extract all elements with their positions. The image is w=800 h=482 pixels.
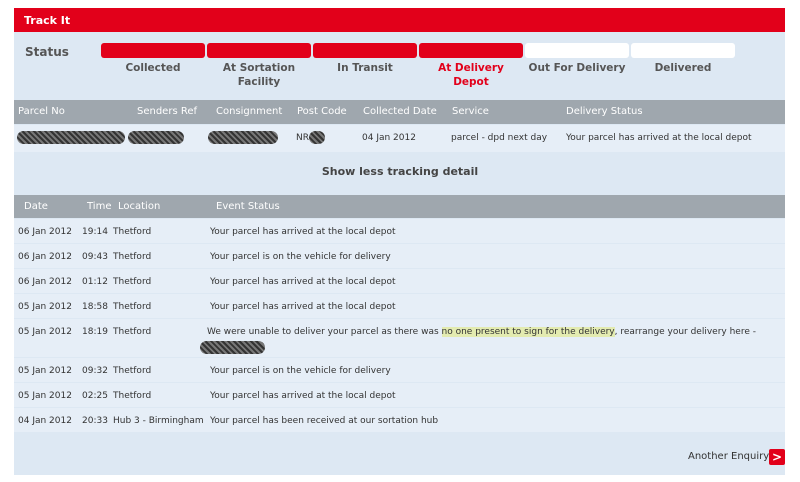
column-header: Delivery Status: [566, 106, 643, 117]
events-header-bar: [14, 195, 785, 218]
parcel-collected-date: 04 Jan 2012: [362, 133, 416, 143]
column-header: Service: [452, 106, 489, 117]
stage-bar: [631, 43, 735, 58]
stage-bar: [419, 43, 523, 58]
stage-label: At Sortation Facility: [222, 62, 296, 88]
event-date: 05 Jan 2012: [18, 391, 72, 401]
stage-label: Collected: [125, 62, 181, 74]
event-header: Time: [87, 201, 112, 212]
parcel-service: parcel - dpd next day: [451, 133, 548, 143]
event-date: 04 Jan 2012: [18, 416, 72, 426]
enquiry-arrow[interactable]: >: [769, 449, 785, 465]
event-header: Date: [24, 201, 48, 212]
event-header: Location: [118, 201, 161, 212]
event-time: 20:33: [82, 416, 108, 426]
column-header: Collected Date: [363, 106, 437, 117]
event-location: Hub 3 - Birmingham: [113, 416, 204, 426]
event-date: 05 Jan 2012: [18, 327, 72, 337]
parcel-header-bar: [14, 100, 785, 124]
stage-bar: [313, 43, 417, 58]
event-time: 02:25: [82, 391, 108, 401]
stage-label: At Delivery Depot: [438, 62, 504, 88]
toggle-detail[interactable]: Show less tracking detail: [321, 165, 479, 178]
status-text: Your parcel has arrived at the local dep…: [210, 391, 396, 401]
stage-bar: [101, 43, 205, 58]
event-row: [14, 383, 785, 407]
event-location: Thetford: [113, 366, 152, 376]
event-status: Your parcel has arrived at the local dep…: [210, 391, 395, 401]
header-title: Track It: [24, 14, 71, 27]
event-time: 18:58: [82, 302, 108, 312]
stage-bar: [207, 43, 311, 58]
event-date: 05 Jan 2012: [18, 366, 72, 376]
event-row: [14, 294, 785, 318]
event-date: 05 Jan 2012: [18, 302, 72, 312]
highlight-text: no one present to sign for the delivery: [441, 327, 615, 337]
event-time: 09:32: [82, 366, 108, 376]
event-status: Your parcel is on the vehicle for delive…: [210, 366, 391, 376]
event-time: 09:43: [82, 252, 108, 262]
stage-label: In Transit: [337, 62, 393, 74]
stage-bar: [525, 43, 629, 58]
status-text: Your parcel has arrived at the local dep…: [210, 302, 396, 312]
event-status: Your parcel has been received at our sor…: [210, 416, 438, 426]
event-location: Thetford: [113, 391, 152, 401]
status-text: , rearrange your delivery here -: [614, 327, 756, 337]
status-text: Your parcel has arrived at the local dep…: [210, 277, 396, 287]
status-text: We were unable to deliver your parcel as…: [207, 327, 442, 337]
column-header: Senders Ref: [137, 106, 198, 117]
event-row: [14, 269, 785, 293]
event-row: [14, 358, 785, 382]
event-date: 06 Jan 2012: [18, 252, 72, 262]
header-bar: [14, 8, 785, 32]
event-time: 19:14: [82, 227, 108, 237]
event-row: [14, 244, 785, 268]
redacted: [309, 131, 325, 144]
redacted: [17, 131, 125, 144]
status-text: Your parcel has arrived at the local dep…: [210, 227, 396, 237]
event-date: 06 Jan 2012: [18, 277, 72, 287]
event-status: Your parcel has arrived at the local dep…: [210, 227, 395, 237]
column-header: Consignment: [216, 106, 283, 117]
event-header: Event Status: [216, 201, 280, 212]
event-status: Your parcel has arrived at the local dep…: [210, 277, 395, 287]
status-text: Your parcel has been received at our sor…: [210, 416, 439, 426]
redacted-link[interactable]: [200, 341, 265, 354]
event-location: Thetford: [113, 227, 152, 237]
stage-label: Out For Delivery: [528, 62, 626, 74]
stage-label: Delivered: [654, 62, 712, 74]
redacted: [128, 131, 184, 144]
parcel-post-code: NR: [296, 133, 309, 143]
event-row: [14, 319, 785, 357]
column-header: Parcel No: [18, 106, 65, 117]
event-time: 01:12: [82, 277, 108, 287]
event-status: Your parcel is on the vehicle for delive…: [210, 252, 391, 262]
another-enquiry-link[interactable]: Another Enquiry: [688, 451, 770, 462]
event-row: [14, 219, 785, 243]
event-row: [14, 408, 785, 432]
event-status: We were unable to deliver your parcel as…: [207, 327, 756, 337]
event-location: Thetford: [113, 277, 152, 287]
redacted: [208, 131, 278, 144]
column-header: Post Code: [297, 106, 347, 117]
status-text: Your parcel is on the vehicle for delive…: [210, 366, 391, 376]
parcel-delivery-status: Your parcel has arrived at the local dep…: [566, 133, 752, 143]
event-date: 06 Jan 2012: [18, 227, 72, 237]
status-text: Your parcel is on the vehicle for delive…: [210, 252, 391, 262]
event-location: Thetford: [113, 327, 152, 337]
status-label: Status: [25, 45, 69, 59]
event-location: Thetford: [113, 252, 152, 262]
event-time: 18:19: [82, 327, 108, 337]
event-location: Thetford: [113, 302, 152, 312]
event-status: Your parcel has arrived at the local dep…: [210, 302, 395, 312]
